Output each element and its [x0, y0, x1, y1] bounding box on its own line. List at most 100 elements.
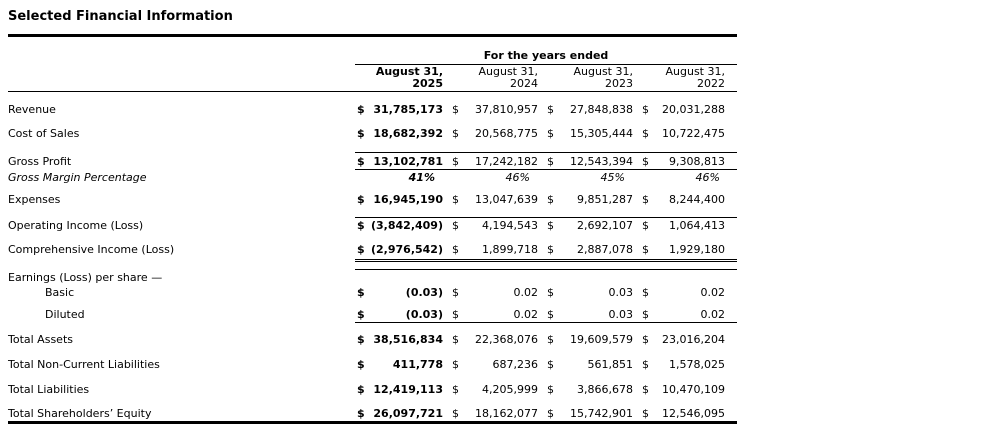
value-cell: $3,866,678 — [545, 383, 640, 397]
value: 1,578,025 — [669, 358, 725, 371]
col-header-2025: August 31, 2025 — [355, 66, 450, 90]
value: 12,546,095 — [662, 407, 725, 420]
dollar-sign: $ — [642, 219, 649, 232]
table-row-operating-income: Operating Income (Loss) $ (3,842,409) $4,… — [8, 219, 737, 233]
value: 0.03 — [608, 308, 634, 321]
years-ended-header: For the years ended — [355, 50, 737, 65]
value: (0.03) — [405, 308, 443, 321]
dollar-sign: $ — [357, 358, 365, 371]
dollar-sign: $ — [642, 103, 649, 116]
dollar-sign: $ — [357, 308, 365, 321]
table-row-cost-of-sales: Cost of Sales $18,682,392 $20,568,775 $1… — [8, 127, 737, 141]
value: 37,810,957 — [475, 103, 538, 116]
header-divider — [8, 91, 737, 92]
value: 687,236 — [492, 358, 539, 371]
table-row-gross-margin: Gross Margin Percentage 41% 46% 45% 46% — [8, 171, 737, 185]
row-label: Total Shareholders’ Equity — [8, 407, 152, 420]
table-bottom-border — [8, 421, 737, 424]
value-cell: $20,031,288 — [640, 103, 737, 117]
value: 13,047,639 — [475, 193, 538, 206]
dollar-sign: $ — [357, 155, 365, 168]
row-label: Expenses — [8, 193, 61, 206]
col-header-date: August 31, — [375, 65, 443, 78]
value-cell: $ (3,842,409) — [355, 219, 450, 233]
value-cell: 45% — [545, 171, 640, 185]
financial-table: For the years ended August 31, 2025 Augu… — [8, 50, 737, 424]
value-cell: 46% — [450, 171, 545, 185]
header-spacer — [8, 66, 355, 90]
value: 0.03 — [608, 286, 634, 299]
value-cell: $0.03 — [545, 286, 640, 300]
col-header-date: August 31, — [573, 65, 634, 78]
value-cell: $22,368,076 — [450, 333, 545, 347]
table-row-comprehensive-income: Comprehensive Income (Loss) $ (2,976,542)… — [8, 243, 737, 257]
dollar-sign: $ — [357, 383, 365, 396]
dollar-sign: $ — [547, 219, 554, 232]
dollar-sign: $ — [357, 333, 365, 346]
value-cell: $38,516,834 — [355, 333, 450, 347]
value: 20,031,288 — [662, 103, 725, 116]
dollar-sign: $ — [547, 383, 554, 396]
value-cell: $23,016,204 — [640, 333, 737, 347]
dollar-sign: $ — [642, 308, 649, 321]
value-cell: $4,194,543 — [450, 219, 545, 233]
col-header-2023: August 31, 2023 — [545, 66, 640, 90]
table-row-gross-profit: Gross Profit $13,102,781 $17,242,182 $12… — [8, 155, 737, 169]
value: 10,470,109 — [662, 383, 725, 396]
value-cell: $17,242,182 — [450, 155, 545, 169]
dollar-sign: $ — [642, 193, 649, 206]
value: 1,899,718 — [482, 243, 538, 256]
value: 23,016,204 — [662, 333, 725, 346]
table-row-total-liabilities: Total Liabilities $12,419,113 $4,205,999… — [8, 383, 737, 397]
dollar-sign: $ — [547, 286, 554, 299]
row-label: Total Assets — [8, 333, 73, 346]
dollar-sign: $ — [642, 333, 649, 346]
dollar-sign: $ — [547, 155, 554, 168]
dollar-sign: $ — [642, 407, 649, 420]
value-cell: $18,162,077 — [450, 407, 545, 421]
dollar-sign: $ — [547, 407, 554, 420]
value: 1,929,180 — [669, 243, 725, 256]
value-cell: 41% — [355, 171, 450, 185]
page-title: Selected Financial Information — [8, 9, 233, 24]
value-cell: $9,851,287 — [545, 193, 640, 207]
value: 26,097,721 — [373, 407, 443, 420]
value-cell: $16,945,190 — [355, 193, 450, 207]
value-cell: $0.02 — [450, 308, 545, 322]
row-label: Gross Margin Percentage — [8, 171, 147, 184]
value: 15,742,901 — [570, 407, 633, 420]
value: 561,851 — [587, 358, 634, 371]
value-cell: $27,848,838 — [545, 103, 640, 117]
value: 13,102,781 — [373, 155, 443, 168]
col-header-2022: August 31, 2022 — [640, 66, 737, 90]
col-header-date: August 31, — [665, 65, 726, 78]
value-cell: $2,887,078 — [545, 243, 640, 257]
col-header-date: August 31, — [478, 65, 539, 78]
row-label: Comprehensive Income (Loss) — [8, 243, 175, 256]
value: 20,568,775 — [475, 127, 538, 140]
value: 16,945,190 — [373, 193, 443, 206]
dollar-sign: $ — [452, 333, 459, 346]
table-row-total-assets: Total Assets $38,516,834 $22,368,076 $19… — [8, 333, 737, 347]
dollar-sign: $ — [452, 219, 459, 232]
value-cell: $1,899,718 — [450, 243, 545, 257]
value: 46% — [505, 171, 530, 184]
table-row-total-shareholders-equity: Total Shareholders’ Equity $26,097,721 $… — [8, 407, 737, 421]
dollar-sign: $ — [452, 407, 459, 420]
row-label: Basic — [45, 286, 75, 299]
value: 411,778 — [392, 358, 443, 371]
row-label: Revenue — [8, 103, 56, 116]
value-cell: $12,543,394 — [545, 155, 640, 169]
value: 45% — [600, 171, 625, 184]
value: 2,692,107 — [577, 219, 633, 232]
value-cell: $15,742,901 — [545, 407, 640, 421]
dollar-sign: $ — [547, 127, 554, 140]
value: 8,244,400 — [669, 193, 725, 206]
value-cell: $ (0.03) — [355, 286, 450, 300]
dollar-sign: $ — [452, 103, 459, 116]
dollar-sign: $ — [642, 243, 649, 256]
value: 22,368,076 — [475, 333, 538, 346]
row-label: Operating Income (Loss) — [8, 219, 144, 232]
value-cell: $4,205,999 — [450, 383, 545, 397]
